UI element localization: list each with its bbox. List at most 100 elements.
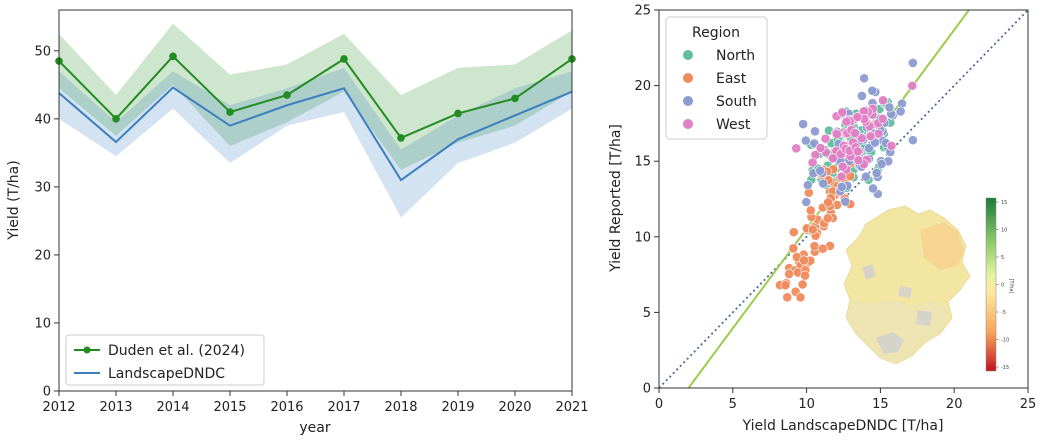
legend-box	[665, 16, 768, 140]
point-west	[807, 157, 818, 168]
x-axis-ticks: 2012 2013 2014 2015 2016 2017 2018 2019 2020 2021	[42, 391, 589, 415]
map-cropland-gaps	[862, 264, 932, 354]
legend-label-west: West	[716, 117, 751, 133]
point-east	[788, 243, 799, 254]
point-east	[782, 292, 793, 303]
line-chart: 2012 2013 2014 2015 2016 2017 2018 2019 2020 2021…	[6, 9, 589, 436]
point-east	[823, 197, 834, 208]
point-east	[797, 279, 808, 290]
point-west	[815, 143, 826, 153]
point-west	[832, 129, 842, 139]
point-south	[895, 106, 906, 117]
point-west	[878, 95, 888, 106]
point-duden-et-al-2024-2016	[283, 91, 291, 99]
y-tick-label-10: 10	[34, 316, 51, 331]
point-duden-et-al-2024-2014	[169, 52, 177, 61]
point-east	[822, 213, 833, 224]
line-landscapedndc	[58, 86, 573, 182]
point-east	[817, 243, 828, 254]
point-south	[907, 135, 918, 146]
x-tick-label-2018: 2018	[384, 400, 417, 415]
x-tick-label-2020: 2020	[498, 400, 531, 415]
x-axis-ticks: 0 5 10 15 20 25	[655, 388, 1036, 412]
point-west	[853, 155, 864, 166]
point-east	[795, 292, 806, 303]
y-tick-label-5: 5	[643, 306, 651, 321]
point-west	[837, 107, 848, 118]
point-south	[861, 171, 871, 182]
point-west	[841, 116, 852, 127]
colorbar-tick-label-10: 10	[1001, 227, 1007, 233]
point-duden-et-al-2024-2019	[454, 109, 462, 118]
point-east	[805, 205, 816, 216]
point-east	[807, 224, 818, 235]
x-tick-label-2017: 2017	[327, 400, 360, 415]
point-west	[836, 171, 847, 182]
x-tick-label-2014: 2014	[156, 400, 189, 415]
point-south	[859, 73, 870, 84]
x-axis-label: Yield LandscapeDNDC [T/ha]	[742, 418, 944, 434]
point-west	[850, 128, 860, 138]
y-tick-label-20: 20	[634, 79, 651, 94]
y-tick-label-50: 50	[34, 44, 51, 59]
legend-label-east: East	[716, 71, 747, 87]
point-west	[791, 143, 802, 154]
point-south	[801, 197, 812, 207]
point-south	[864, 143, 874, 154]
legend-label-duden: Duden et al. (2024)	[108, 343, 245, 359]
point-west	[837, 161, 848, 172]
x-tick-label-2012: 2012	[42, 400, 75, 415]
x-tick-label-5: 5	[729, 397, 737, 412]
point-east	[809, 241, 820, 251]
y-tick-label-20: 20	[34, 248, 51, 263]
inset-map: 15 10 5 0 -5 -10 -15 [T/ha]	[843, 197, 1014, 372]
point-duden-et-al-2024-2017	[340, 55, 348, 63]
colorbar-tick-label-0: 0	[1001, 282, 1004, 288]
y-tick-label-0: 0	[43, 385, 51, 400]
y-axis-label: Yield (T/ha)	[6, 160, 22, 240]
colorbar-tick-label-5: -5	[1001, 310, 1006, 316]
map-east-region	[920, 222, 964, 270]
point-south	[800, 135, 811, 146]
point-south	[802, 180, 813, 191]
colorbar-tick-label-10: -10	[1001, 337, 1009, 343]
legend-marker-west	[683, 119, 693, 129]
point-west	[852, 146, 863, 157]
point-south	[810, 126, 820, 137]
y-tick-label-10: 10	[634, 230, 651, 245]
point-east	[780, 280, 791, 291]
y-tick-label-30: 30	[34, 180, 51, 195]
point-south	[798, 119, 809, 129]
point-duden-et-al-2024-2015	[226, 108, 234, 116]
line-duden-et-al-2024	[58, 54, 573, 140]
legend-label-north: North	[716, 48, 755, 64]
colorbar-unit: [T/ha]	[1008, 279, 1014, 294]
y-axis-ticks: 0 10 20 30 40 50	[34, 44, 59, 400]
colorbar-tick-label-5: 5	[1001, 255, 1004, 261]
point-west	[828, 153, 838, 164]
legend-marker-duden	[83, 346, 91, 354]
point-duden-et-al-2024-2020	[511, 94, 519, 103]
point-west	[907, 80, 918, 91]
x-axis-label: year	[299, 420, 330, 436]
point-west	[886, 140, 897, 151]
x-tick-label-2016: 2016	[270, 400, 303, 415]
x-tick-label-25: 25	[1020, 397, 1037, 412]
legend-marker-north	[683, 50, 693, 60]
colorbar-ticks: 15 10 5 0 -5 -10 -15	[996, 200, 1009, 371]
plot-frame	[58, 9, 573, 392]
y-tick-label-15: 15	[634, 155, 651, 170]
point-east	[800, 270, 810, 281]
y-tick-label-0: 0	[643, 382, 651, 397]
legend: Duden et al. (2024) LandscapeDNDC	[65, 334, 265, 386]
band-landscapedndc	[59, 67, 572, 218]
point-south	[857, 91, 867, 101]
legend-label-landscapedndc: LandscapeDNDC	[108, 366, 225, 382]
x-tick-label-2015: 2015	[213, 400, 246, 415]
point-south	[868, 183, 878, 194]
legend-title: Region	[692, 25, 740, 41]
point-west	[877, 113, 888, 124]
y-axis-label: Yield Reported [T/ha]	[608, 124, 624, 273]
